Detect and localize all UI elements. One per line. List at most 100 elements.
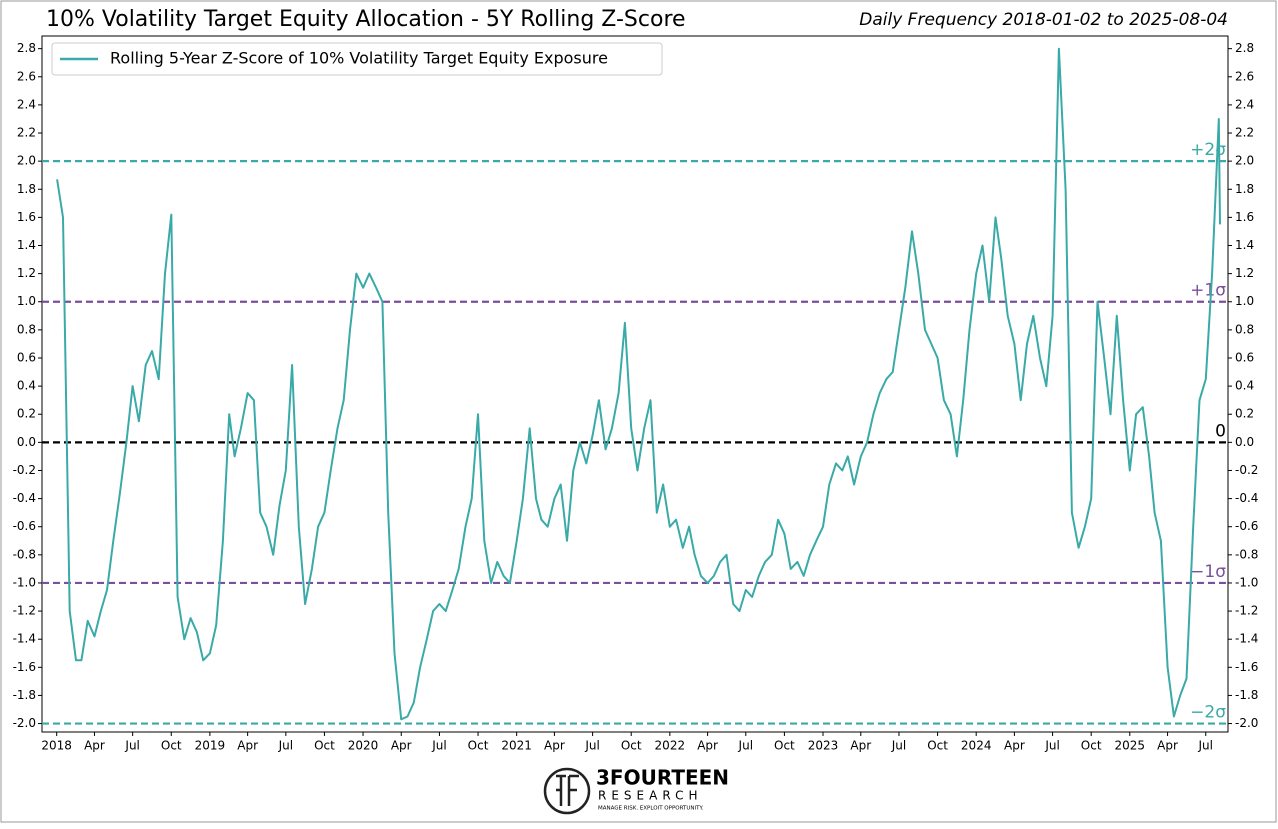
logo-ring	[543, 767, 591, 815]
x-tick-label: Oct	[468, 739, 489, 753]
reference-label: −1σ	[1190, 562, 1226, 582]
y-tick-label: 1.8	[17, 182, 36, 196]
y-tick-label: 2.8	[17, 41, 36, 55]
logo-tagline: MANAGE RISK. EXPLOIT OPPORTUNITY.	[598, 806, 704, 812]
y-tick-label: -1.4	[13, 632, 36, 646]
y-tick-label: -2.0	[13, 716, 36, 730]
y-tick-label: -0.2	[13, 463, 36, 477]
y2-tick-label: 1.8	[1235, 182, 1254, 196]
y-tick-label: -0.4	[13, 491, 36, 505]
y2-tick-label: 1.0	[1235, 294, 1254, 308]
logo-sub: RESEARCH	[598, 789, 702, 803]
y-tick-label: -1.2	[13, 604, 36, 618]
y-tick-label: 2.0	[17, 154, 36, 168]
x-tick-label: Oct	[161, 739, 182, 753]
y2-tick-label: 2.2	[1235, 126, 1254, 140]
x-tick-label: Apr	[237, 739, 258, 753]
plot-frame	[41, 35, 1229, 733]
y2-tick-label: -1.4	[1235, 632, 1258, 646]
reference-label: +2σ	[1190, 140, 1226, 160]
reference-label: −2σ	[1190, 703, 1226, 723]
x-tick-label: Apr	[1157, 739, 1178, 753]
y2-tick-label: -2.0	[1235, 716, 1258, 730]
logo-name: 3FOURTEEN	[596, 766, 729, 790]
y-tick-label: 0.2	[17, 407, 36, 421]
y2-tick-label: 2.8	[1235, 41, 1254, 55]
x-tick-label: Jul	[1044, 739, 1059, 753]
x-tick-label: Apr	[850, 739, 871, 753]
x-tick-label: Apr	[1004, 739, 1025, 753]
x-tick-label: 2019	[195, 739, 226, 753]
y2-tick-label: 0.0	[1235, 435, 1254, 449]
y-tick-label: 1.6	[17, 210, 36, 224]
x-tick-label: Oct	[774, 739, 795, 753]
chart-subtitle: Daily Frequency 2018-01-02 to 2025-08-04	[859, 10, 1228, 30]
y2-tick-label: -1.0	[1235, 575, 1258, 589]
y2-tick-label: 0.6	[1235, 350, 1254, 364]
legend-label: Rolling 5-Year Z-Score of 10% Volatility…	[110, 49, 608, 68]
y-tick-label: 2.2	[17, 126, 36, 140]
y-tick-label: 1.4	[17, 238, 36, 252]
x-tick-label: Jul	[124, 739, 139, 753]
y-tick-label: -0.8	[13, 547, 36, 561]
x-tick-label: Apr	[544, 739, 565, 753]
y2-tick-label: 2.4	[1235, 97, 1254, 111]
y2-tick-label: 0.2	[1235, 407, 1254, 421]
x-tick-label: Jul	[1198, 739, 1213, 753]
x-tick-label: 2023	[808, 739, 839, 753]
x-tick-label: Apr	[697, 739, 718, 753]
x-tick-label: 2025	[1115, 739, 1146, 753]
y2-tick-label: 2.0	[1235, 154, 1254, 168]
x-tick-label: Jul	[431, 739, 446, 753]
y2-tick-label: 1.6	[1235, 210, 1254, 224]
y2-tick-label: -1.8	[1235, 688, 1258, 702]
y2-tick-label: -0.8	[1235, 547, 1258, 561]
x-tick-label: Oct	[621, 739, 642, 753]
legend-box	[51, 42, 663, 76]
x-tick-label: 2018	[41, 739, 72, 753]
y2-tick-label: -1.2	[1235, 604, 1258, 618]
x-tick-label: 2020	[348, 739, 379, 753]
series-line	[56, 47, 1221, 721]
y-tick-label: 0.6	[17, 350, 36, 364]
logo-glyph	[556, 774, 579, 806]
chart-title: 10% Volatility Target Equity Allocation …	[46, 7, 686, 32]
y-tick-label: 1.2	[17, 266, 36, 280]
x-tick-label: Oct	[314, 739, 335, 753]
y2-tick-label: -0.6	[1235, 519, 1258, 533]
y-tick-label: -1.0	[13, 575, 36, 589]
y-tick-label: 0.0	[17, 435, 36, 449]
x-tick-label: Jul	[278, 739, 293, 753]
x-tick-label: Jul	[738, 739, 753, 753]
y-tick-label: -0.6	[13, 519, 36, 533]
reference-label: +1σ	[1190, 281, 1226, 301]
y-tick-label: 1.0	[17, 294, 36, 308]
x-tick-label: Apr	[391, 739, 412, 753]
y2-tick-label: 2.6	[1235, 69, 1254, 83]
y2-tick-label: -0.4	[1235, 491, 1258, 505]
x-tick-label: 2021	[501, 739, 532, 753]
x-tick-label: Oct	[927, 739, 948, 753]
y2-tick-label: 0.4	[1235, 379, 1254, 393]
y2-tick-label: -0.2	[1235, 463, 1258, 477]
x-tick-label: Jul	[584, 739, 599, 753]
y-tick-label: 2.6	[17, 69, 36, 83]
x-tick-label: Oct	[1081, 739, 1102, 753]
logo: 3FOURTEEN RESEARCH MANAGE RISK. EXPLOIT …	[543, 766, 729, 815]
x-tick-label: Jul	[891, 739, 906, 753]
y2-tick-label: 1.2	[1235, 266, 1254, 280]
y2-tick-label: -1.6	[1235, 660, 1258, 674]
reference-label: 0	[1215, 421, 1226, 441]
y-tick-label: -1.6	[13, 660, 36, 674]
x-tick-label: 2024	[961, 739, 992, 753]
y-tick-label: 0.4	[17, 379, 36, 393]
y2-tick-label: 1.4	[1235, 238, 1254, 252]
x-tick-label: Apr	[84, 739, 105, 753]
y-tick-label: -1.8	[13, 688, 36, 702]
x-tick-label: 2022	[655, 739, 686, 753]
y2-tick-label: 0.8	[1235, 322, 1254, 336]
y-tick-label: 2.4	[17, 97, 36, 111]
y-tick-label: 0.8	[17, 322, 36, 336]
